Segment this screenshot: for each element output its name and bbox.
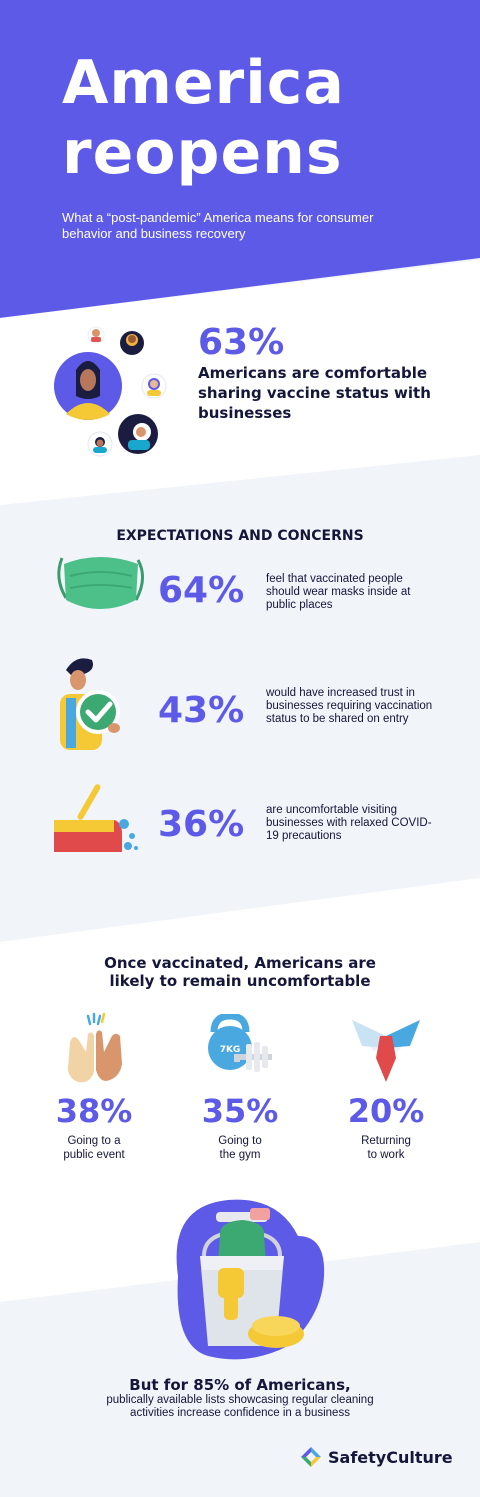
clapping-hands-icon <box>68 1012 122 1083</box>
label-line: public event <box>63 1149 125 1161</box>
kettlebell-label: 7KG <box>220 1045 241 1055</box>
gym-label: Going to the gym <box>180 1134 300 1162</box>
public-event-label: Going to a public event <box>34 1134 154 1162</box>
section-background <box>0 878 480 1302</box>
heading-line: Once vaccinated, Americans are <box>104 954 376 972</box>
trust-percent: 43% <box>158 690 245 731</box>
closing-headline: But for 85% of Americans, <box>129 1376 351 1394</box>
closing-text: publically available lists showcasing re… <box>106 1394 374 1419</box>
mask-percent: 64% <box>158 570 245 611</box>
cleaning-broom-icon <box>54 784 138 852</box>
page-title: America reopens <box>62 48 345 188</box>
shirt-collar-tie-icon <box>352 1020 420 1082</box>
title-line: reopens <box>62 118 343 188</box>
face-mask-icon <box>57 557 144 609</box>
brand-logo: SafetyCulture <box>300 1443 453 1471</box>
expectations-heading: EXPECTATIONS AND CONCERNS <box>116 528 364 544</box>
heading-line: likely to remain uncomfortable <box>109 972 371 990</box>
vaccine-status-percent: 63% <box>198 322 285 363</box>
hero-background <box>0 0 480 318</box>
uncomfortable-heading: Once vaccinated, Americans are likely to… <box>0 954 480 990</box>
precautions-text: are uncomfortable visiting businesses wi… <box>266 804 432 842</box>
label-line: Going to a <box>67 1135 121 1147</box>
vaccine-status-text: Americans are comfortable sharing vaccin… <box>198 364 431 422</box>
page-subtitle: What a “post-pandemic” America means for… <box>62 210 374 241</box>
precautions-percent: 36% <box>158 804 245 845</box>
cleaning-bucket-icon <box>176 1199 325 1360</box>
brand-name: SafetyCulture <box>328 1447 453 1467</box>
work-label: Returning to work <box>326 1134 446 1162</box>
gym-percent: 35% <box>201 1092 279 1130</box>
verified-person-icon <box>60 658 120 750</box>
public-event-percent: 38% <box>55 1092 133 1130</box>
safetyculture-logo-icon <box>301 1447 321 1467</box>
trust-text: would have increased trust in businesses… <box>266 687 433 725</box>
label-line: Going to <box>218 1135 262 1147</box>
title-line: America <box>62 48 345 118</box>
kettlebell-icon: 7KG <box>208 1014 272 1072</box>
label-line: Returning <box>361 1135 411 1147</box>
label-line: the gym <box>219 1149 261 1161</box>
people-avatars-icon <box>54 326 167 457</box>
work-percent: 20% <box>347 1092 425 1130</box>
label-line: to work <box>367 1149 405 1161</box>
section-background <box>0 260 480 505</box>
mask-text: feel that vaccinated people should wear … <box>266 573 411 611</box>
